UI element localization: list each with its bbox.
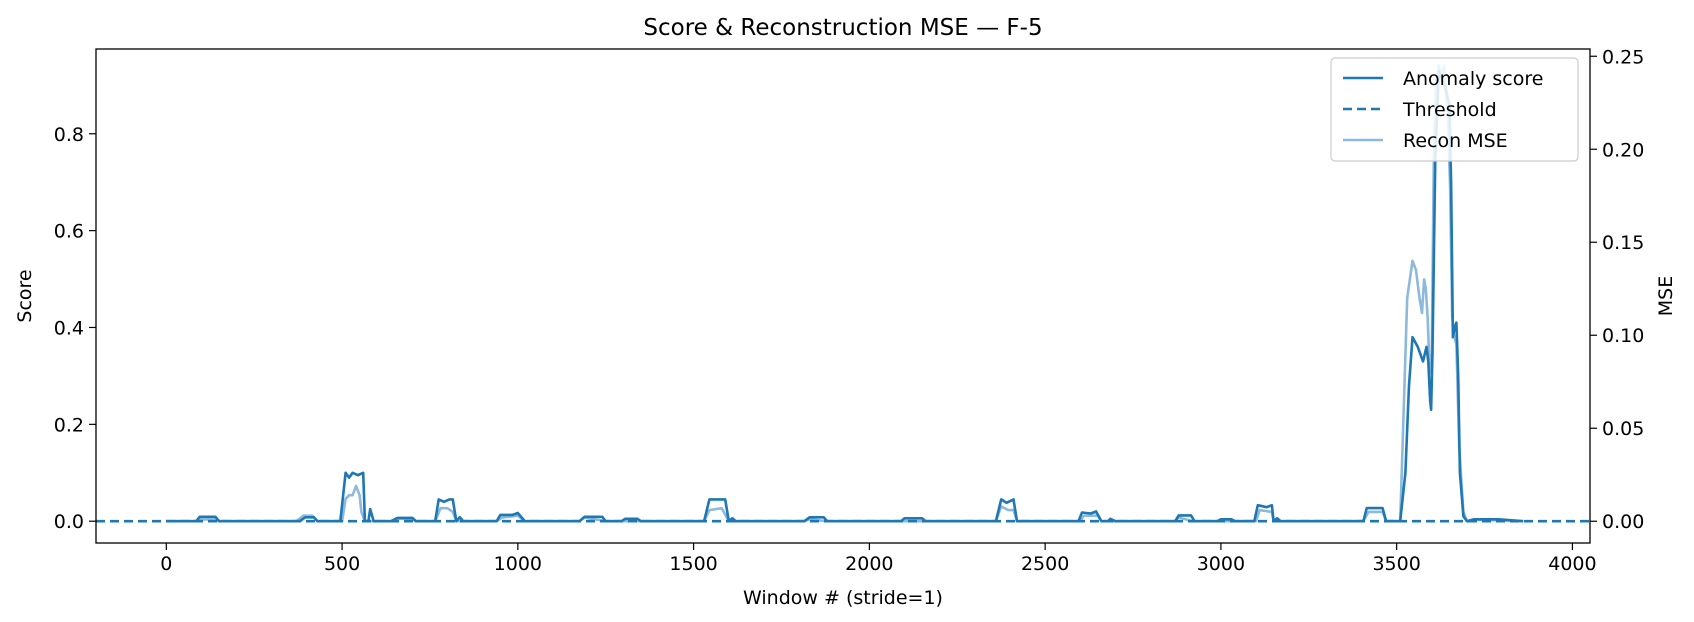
y-tick-label: 0.4 — [54, 317, 84, 339]
y2-tick-label: 0.25 — [1602, 46, 1644, 68]
x-tick-label: 2500 — [1021, 553, 1069, 575]
chart-axes: 0 500 1000 1500 2000 2500 3000 3500 4000 0.0 0.2 0.… — [54, 46, 1645, 575]
chart-marks — [96, 64, 1590, 523]
x-tick-label: 500 — [324, 553, 360, 575]
y2-tick-label: 0.00 — [1602, 511, 1644, 533]
y2-tick-label: 0.05 — [1602, 418, 1644, 440]
x-axis-label: Window # (stride=1) — [743, 587, 943, 609]
x-tick-label: 4000 — [1548, 553, 1596, 575]
y2-tick-label: 0.15 — [1602, 232, 1644, 254]
x-tick-label: 0 — [160, 553, 172, 575]
legend-label: Anomaly score — [1403, 68, 1543, 90]
y2-tick-label: 0.20 — [1602, 139, 1644, 161]
x-tick-label: 2000 — [845, 553, 893, 575]
y-tick-label: 0.2 — [54, 414, 84, 436]
y-tick-label: 0.6 — [54, 221, 84, 243]
y2-axis-label: MSE — [1655, 276, 1677, 316]
x-tick-label: 3000 — [1197, 553, 1245, 575]
y-tick-label: 0.0 — [54, 511, 84, 533]
plot-frame — [95, 48, 1591, 544]
chart-title: Score & Reconstruction MSE — F-5 — [643, 15, 1042, 41]
x-tick-label: 1500 — [669, 553, 717, 575]
series-anomaly-score — [166, 69, 1524, 523]
legend-label: Threshold — [1402, 99, 1497, 121]
legend-label: Recon MSE — [1403, 130, 1508, 152]
x-tick-label: 3500 — [1372, 553, 1420, 575]
y-axis-label: Score — [14, 269, 36, 322]
y-tick-label: 0.8 — [54, 124, 84, 146]
y2-tick-label: 0.10 — [1602, 325, 1644, 347]
legend-box — [1330, 57, 1579, 162]
x-tick-label: 1000 — [494, 553, 542, 575]
legend: Anomaly score Threshold Recon MSE — [1330, 57, 1579, 162]
